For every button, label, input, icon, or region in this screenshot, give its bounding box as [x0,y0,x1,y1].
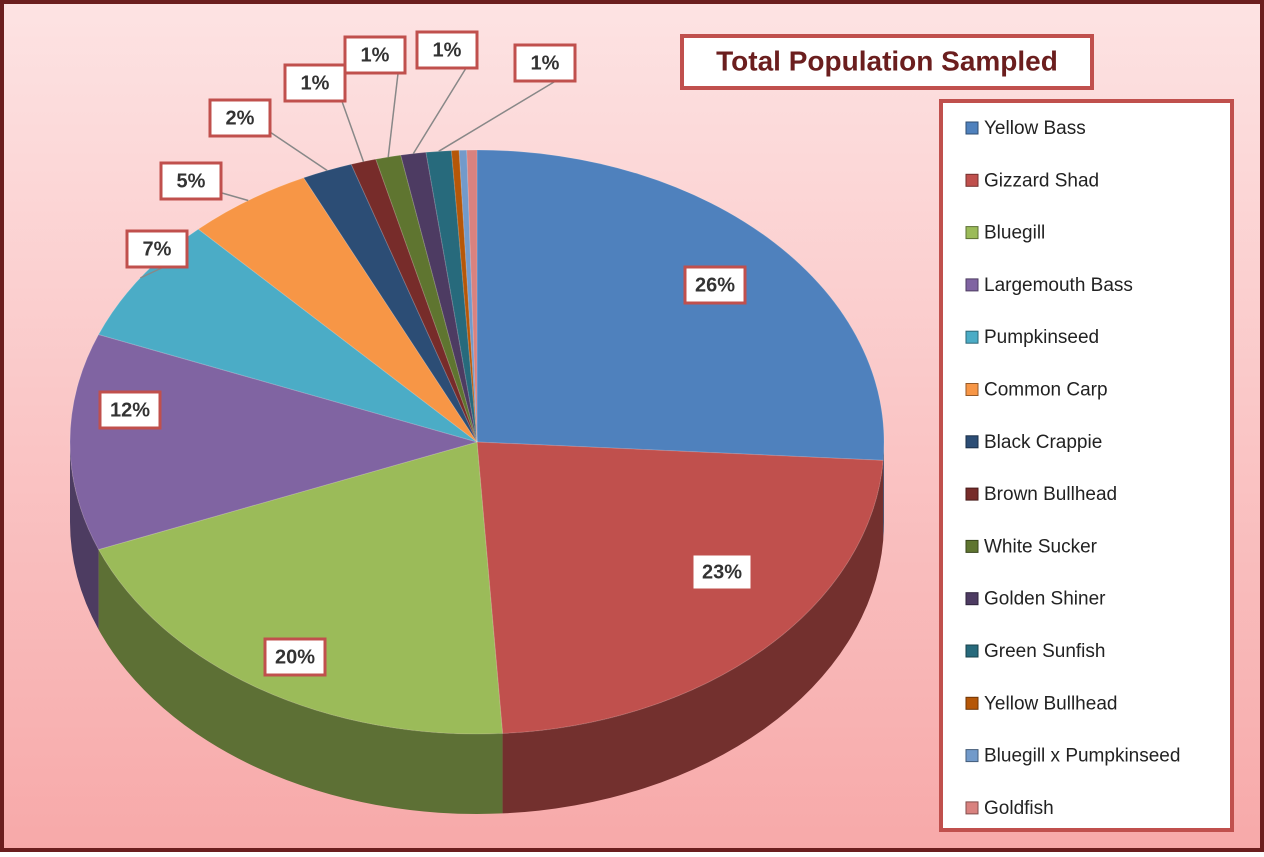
legend-label: Green Sunfish [984,641,1105,662]
legend-label: Common Carp [984,380,1108,401]
legend-box [939,99,1234,832]
legend-label: Yellow Bass [984,118,1086,139]
legend-swatch [965,383,979,396]
slice [425,150,478,443]
leader-line [263,127,328,172]
data-label-box [125,229,189,269]
slice [458,149,478,443]
slice [69,333,479,551]
data-label-box [283,63,347,103]
legend-swatch [965,696,979,710]
legend-label: Gizzard Shad [984,170,1099,191]
legend-swatch [965,749,979,763]
slice-side [98,549,503,815]
data-label-box [208,98,272,138]
legend-label: White Sucker [984,536,1098,557]
legend-label: Pumpkinseed [984,327,1099,348]
leader-line [438,72,570,152]
data-label: 7% [143,238,172,260]
data-label-box [98,390,162,430]
title-box [680,34,1094,90]
data-label-box [690,552,754,592]
data-label: 5% [177,170,206,192]
slice [476,149,885,461]
slice [450,149,478,443]
legend-swatch [965,330,979,344]
legend-label: Bluegill x Pumpkinseed [984,746,1180,767]
data-label: 26% [695,274,735,296]
data-label: 2% [226,107,255,129]
legend-swatch [965,487,979,501]
slice-side [502,460,884,814]
data-label: 23% [702,561,742,583]
slice-side [883,442,884,541]
slice [400,151,478,443]
legend-swatch [965,644,979,658]
legend-label: Largemouth Bass [984,275,1133,296]
legend-label: Goldfish [984,798,1054,819]
leader-line [338,92,365,162]
legend-swatch [965,592,979,606]
legend-label: Yellow Bullhead [984,693,1117,714]
data-label: 1% [433,39,462,61]
data-label-box [415,30,479,70]
data-label: 1% [531,52,560,74]
leader-line [387,64,400,158]
legend-label: Bluegill [984,223,1045,244]
legend-swatch [965,173,979,187]
slice [476,441,884,734]
chart-title: Total Population Sampled [716,45,1058,76]
slice [375,154,478,443]
data-label-box [159,161,223,201]
legend-label: Golden Shiner [984,589,1106,610]
leader-line [412,59,472,154]
legend-label: Brown Bullhead [984,484,1117,505]
data-label-box [513,43,577,83]
slice [350,158,478,443]
data-label-box [683,265,747,305]
legend-swatch [965,435,979,449]
legend-swatch [965,278,979,292]
slice [466,149,478,443]
slice-side [70,442,99,630]
data-label: 1% [301,72,330,94]
data-label-box [343,35,407,75]
data-label: 1% [361,44,390,66]
legend-swatch [965,226,979,240]
legend-swatch [965,121,979,135]
slice [302,163,478,443]
data-label: 12% [110,399,150,421]
data-label: 20% [275,646,315,668]
legend-label: Black Crappie [984,432,1102,453]
slice [97,441,504,735]
legend-swatch [965,801,979,815]
data-label-box [263,637,327,677]
legend-swatch [965,539,979,553]
